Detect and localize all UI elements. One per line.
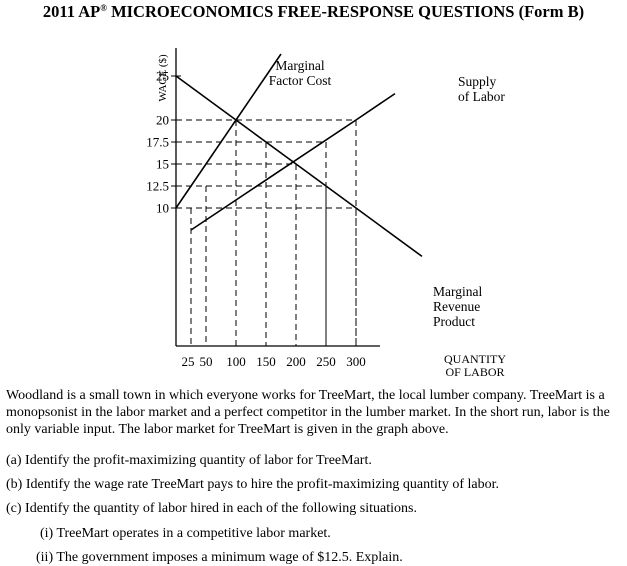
page-title: 2011 AP® MICROECONOMICS FREE-RESPONSE QU… [0,2,627,22]
title-suffix: MICROECONOMICS FREE-RESPONSE QUESTIONS (… [106,2,585,21]
curve-1 [190,92,396,231]
y-tick-label-1: 20 [156,113,169,128]
title-prefix: 2011 AP [42,2,101,21]
curve-label-2-2: Product [433,314,475,329]
x-tick-label-2: 100 [226,354,246,369]
curve-label-0-1: Factor Cost [269,73,332,88]
curve-label-2-0: Marginal [433,284,482,299]
part-a: (a) Identify the profit-maximizing quant… [6,453,372,468]
curve-label-1-0: Supply [458,74,497,89]
x-tick-label-1: 50 [200,354,213,369]
part-b: (b) Identify the wage rate TreeMart pays… [6,477,499,492]
part-c: (c) Identify the quantity of labor hired… [6,501,417,516]
part-c-ii: (ii) The government imposes a minimum wa… [36,550,403,565]
question-paragraph: Woodland is a small town in which everyo… [6,388,610,437]
y-axis-title: WAGE ($) [157,54,169,102]
x-tick-label-6: 300 [346,354,366,369]
x-tick-label-0: 25 [182,354,195,369]
y-tick-label-2: 17.5 [146,135,169,150]
curve-2 [175,75,423,258]
curve-0 [175,53,282,209]
x-axis-title-0: QUANTITY [444,352,506,366]
y-tick-label-3: 15 [156,157,169,172]
x-tick-label-4: 200 [286,354,306,369]
curve-label-2-1: Revenue [433,299,480,314]
part-c-i: (i) TreeMart operates in a competitive l… [40,526,331,541]
x-axis-title-1: OF LABOR [445,365,504,379]
y-tick-label-0: 25 [156,69,169,84]
registered-mark: ® [100,3,107,13]
curve-label-0-0: Marginal [275,58,324,73]
x-tick-label-3: 150 [256,354,276,369]
labor-market-chart: 25 20 17.5 15 12.5 10 25 50 100 150 200 250 300 WAGE … [146,48,506,379]
curve-label-1-1: of Labor [458,89,505,104]
y-tick-label-5: 10 [156,201,169,216]
y-tick-label-4: 12.5 [146,179,169,194]
x-tick-label-5: 250 [316,354,336,369]
